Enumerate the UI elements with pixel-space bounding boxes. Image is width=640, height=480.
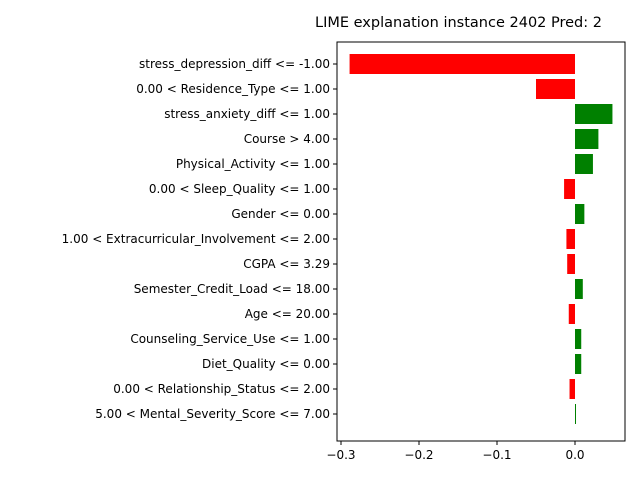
y-tick-label: 5.00 < Mental_Severity_Score <= 7.00 [95,407,330,421]
y-tick-label: stress_depression_diff <= -1.00 [139,57,330,71]
x-tick-label: −0.1 [482,448,511,462]
bar [575,154,593,174]
y-tick-label: Course > 4.00 [244,132,330,146]
plot-frame [336,41,626,442]
bar [567,254,575,274]
y-tick-label: 0.00 < Residence_Type <= 1.00 [136,82,330,96]
bar [536,79,575,99]
y-tick-label: Gender <= 0.00 [231,207,330,221]
bar [575,104,613,124]
chart-title: LIME explanation instance 2402 Pred: 2 [315,15,602,31]
x-tick-label: 0.0 [565,448,584,462]
bar [564,179,575,199]
x-tick-label: −0.3 [326,448,355,462]
y-tick-label: Counseling_Service_Use <= 1.00 [130,332,330,346]
y-tick-label: 0.00 < Sleep_Quality <= 1.00 [149,182,330,196]
bars-group [349,54,613,424]
y-tick-label: Age <= 20.00 [245,307,330,321]
bar [575,129,599,149]
bar [568,304,575,324]
y-tick-label: stress_anxiety_diff <= 1.00 [164,107,330,121]
y-tick-label: CGPA <= 3.29 [243,257,330,271]
y-tick-label: 0.00 < Relationship_Status <= 2.00 [113,382,330,396]
bar [575,279,583,299]
x-axis-ticks: −0.3 −0.2 −0.1 0.0 [326,441,585,462]
bar [569,379,575,399]
y-tick-label: 1.00 < Extracurricular_Involvement <= 2.… [62,232,330,246]
bar [575,404,576,424]
x-tick-label: −0.2 [404,448,433,462]
y-tick-label: Physical_Activity <= 1.00 [176,157,330,171]
bar [349,54,575,74]
bar [575,329,582,349]
y-tick-label: Semester_Credit_Load <= 18.00 [134,282,330,296]
bar [575,354,582,374]
bar [575,204,585,224]
y-tick-label: Diet_Quality <= 0.00 [202,357,330,371]
y-axis-ticks: stress_depression_diff <= -1.00 0.00 < Re… [62,57,337,421]
bar [566,229,575,249]
